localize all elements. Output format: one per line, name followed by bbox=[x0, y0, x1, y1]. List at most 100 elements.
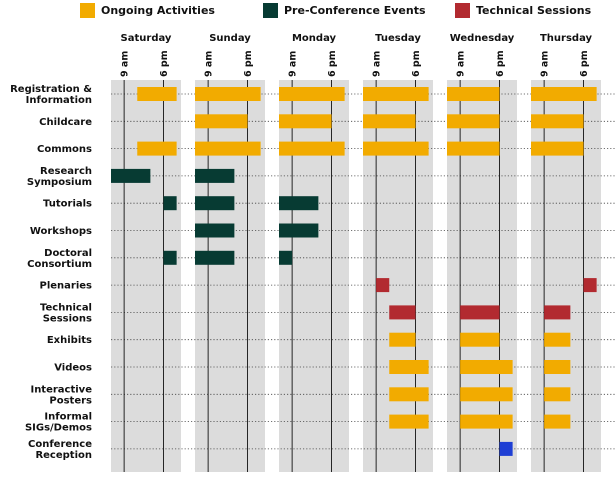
bar-exhibits-wednesday bbox=[460, 332, 500, 347]
row-label-doctoral-consortium: Doctoral Consortium bbox=[27, 248, 92, 270]
row-label-line: Consortium bbox=[27, 259, 92, 270]
legend-item-tech: Technical Sessions bbox=[455, 3, 592, 18]
bar-tutorials-sunday bbox=[195, 196, 235, 211]
tick-label-tuesday-9: 9 am bbox=[372, 51, 383, 77]
tick-label-thursday-18: 6 pm bbox=[579, 50, 590, 77]
day-label-sunday: Sunday bbox=[209, 33, 251, 44]
row-label-line: Doctoral bbox=[44, 248, 92, 259]
day-column-monday bbox=[279, 80, 349, 472]
row-label-line: Interactive bbox=[30, 384, 92, 395]
row-label-line: Technical bbox=[40, 302, 92, 313]
bar-workshops-monday bbox=[279, 223, 319, 238]
row-label-line: Exhibits bbox=[47, 335, 92, 346]
row-label-conference-reception: Conference Reception bbox=[28, 439, 92, 461]
row-label-informal-sigs-demos: Informal SIGs/Demos bbox=[25, 412, 92, 434]
bar-conference-reception-wednesday bbox=[499, 441, 513, 456]
bar-videos-thursday bbox=[544, 360, 571, 374]
bar-commons-tuesday bbox=[363, 141, 429, 156]
row-label-line: Symposium bbox=[27, 177, 92, 188]
bar-plenaries-tuesday bbox=[376, 278, 390, 293]
row-label-research-symposium: Research Symposium bbox=[27, 166, 92, 188]
day-label-wednesday: Wednesday bbox=[450, 33, 515, 44]
bar-exhibits-thursday bbox=[544, 332, 571, 347]
bar-exhibits-tuesday bbox=[389, 332, 416, 347]
tick-label-thursday-9: 9 am bbox=[540, 51, 551, 77]
day-column-tuesday bbox=[363, 80, 433, 472]
row-label-line: Research bbox=[40, 166, 92, 177]
bar-interactive-posters-wednesday bbox=[460, 387, 513, 402]
row-label-videos: Videos bbox=[54, 363, 92, 374]
row-label-technical-sessions: Technical Sessions bbox=[40, 302, 92, 324]
bar-workshops-sunday bbox=[195, 223, 235, 238]
row-label-registration-information: Registration & Information bbox=[10, 84, 92, 106]
tick-label-monday-9: 9 am bbox=[288, 51, 299, 77]
row-label-line: Informal bbox=[44, 412, 92, 423]
bar-commons-saturday bbox=[137, 141, 177, 156]
tick-label-saturday-9: 9 am bbox=[120, 51, 131, 77]
row-label-interactive-posters: Interactive Posters bbox=[30, 384, 92, 406]
bar-childcare-sunday bbox=[195, 114, 248, 129]
row-label-line: Videos bbox=[54, 363, 92, 374]
bar-doctoral-consortium-monday bbox=[279, 250, 293, 265]
bar-commons-monday bbox=[279, 141, 345, 156]
bar-informal-sigs-demos-thursday bbox=[544, 414, 571, 429]
bar-childcare-thursday bbox=[531, 114, 584, 129]
bar-interactive-posters-tuesday bbox=[389, 387, 429, 402]
bar-informal-sigs-demos-tuesday bbox=[389, 414, 429, 429]
row-label-commons: Commons bbox=[37, 144, 92, 155]
bar-commons-thursday bbox=[531, 141, 584, 156]
legend-swatch-tech bbox=[455, 3, 470, 18]
day-label-thursday: Thursday bbox=[540, 33, 593, 44]
bar-tutorials-saturday bbox=[163, 196, 177, 211]
bar-registration-information-thursday bbox=[531, 87, 597, 101]
row-label-line: Plenaries bbox=[40, 281, 93, 292]
bar-commons-sunday bbox=[195, 141, 261, 156]
row-label-line: Registration & bbox=[10, 84, 92, 95]
bar-childcare-tuesday bbox=[363, 114, 416, 129]
tick-label-sunday-9: 9 am bbox=[204, 51, 215, 77]
bar-technical-sessions-thursday bbox=[544, 305, 571, 320]
bar-tutorials-monday bbox=[279, 196, 319, 211]
legend-label-tech: Technical Sessions bbox=[476, 4, 592, 17]
bar-registration-information-tuesday bbox=[363, 87, 429, 101]
legend-item-pre: Pre-Conference Events bbox=[263, 3, 426, 18]
row-label-line: Workshops bbox=[30, 226, 92, 237]
tick-label-saturday-18: 6 pm bbox=[159, 50, 170, 77]
bar-doctoral-consortium-sunday bbox=[195, 250, 235, 265]
bar-research-symposium-sunday bbox=[195, 168, 235, 183]
row-label-line: Childcare bbox=[39, 117, 92, 128]
bar-doctoral-consortium-saturday bbox=[163, 250, 177, 265]
bar-registration-information-wednesday bbox=[447, 87, 500, 101]
legend-label-ongoing: Ongoing Activities bbox=[101, 4, 215, 17]
legend-label-pre: Pre-Conference Events bbox=[284, 4, 426, 17]
day-column-sunday bbox=[195, 80, 265, 472]
row-label-line: Tutorials bbox=[43, 199, 92, 210]
legend-item-ongoing: Ongoing Activities bbox=[80, 3, 215, 18]
bar-research-symposium-saturday bbox=[111, 168, 151, 183]
bar-registration-information-sunday bbox=[195, 87, 261, 101]
legend-swatch-ongoing bbox=[80, 3, 95, 18]
bar-registration-information-monday bbox=[279, 87, 345, 101]
bar-interactive-posters-thursday bbox=[544, 387, 571, 402]
row-label-exhibits: Exhibits bbox=[47, 335, 92, 346]
bar-technical-sessions-wednesday bbox=[460, 305, 500, 320]
row-label-line: Conference bbox=[28, 439, 92, 450]
day-label-monday: Monday bbox=[292, 33, 337, 44]
day-label-saturday: Saturday bbox=[121, 33, 172, 44]
legend-swatch-pre bbox=[263, 3, 278, 18]
row-label-workshops: Workshops bbox=[30, 226, 92, 237]
tick-label-wednesday-18: 6 pm bbox=[495, 50, 506, 77]
row-label-line: Information bbox=[26, 95, 92, 106]
day-column-wednesday bbox=[447, 80, 517, 472]
bar-commons-wednesday bbox=[447, 141, 500, 156]
row-label-tutorials: Tutorials bbox=[43, 199, 92, 210]
bar-childcare-monday bbox=[279, 114, 332, 129]
row-label-childcare: Childcare bbox=[39, 117, 92, 128]
tick-label-tuesday-18: 6 pm bbox=[411, 50, 422, 77]
tick-label-wednesday-9: 9 am bbox=[456, 51, 467, 77]
row-label-plenaries: Plenaries bbox=[40, 281, 93, 292]
day-label-tuesday: Tuesday bbox=[375, 33, 421, 44]
bar-videos-tuesday bbox=[389, 360, 429, 374]
row-label-line: Commons bbox=[37, 144, 92, 155]
